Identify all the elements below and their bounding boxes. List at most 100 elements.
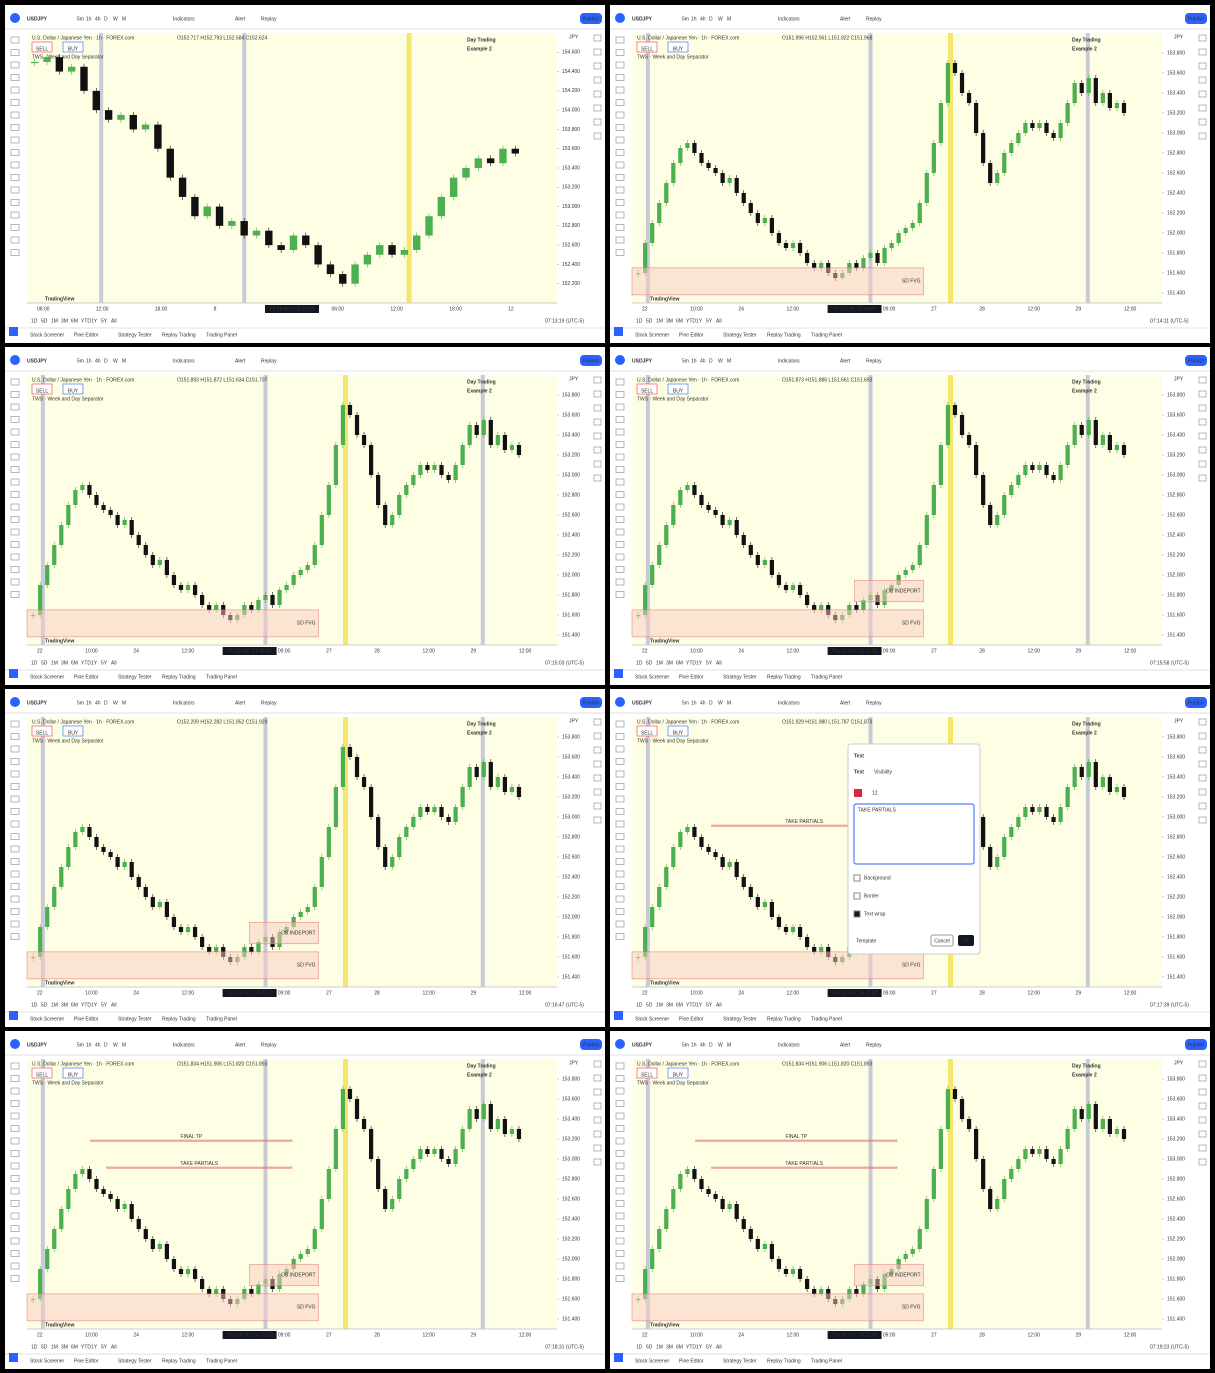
side-icon[interactable] [1198,1074,1207,1082]
tool-icon[interactable] [615,61,625,69]
side-icon[interactable] [593,404,602,412]
tool-icon[interactable] [10,1250,20,1257]
side-icon[interactable] [1198,432,1207,440]
tool-icon[interactable] [615,478,625,486]
tool-icon[interactable] [615,553,625,561]
tool-icon[interactable] [10,36,20,44]
publish-button[interactable] [1185,355,1207,366]
side-icon[interactable] [593,390,602,398]
side-icon[interactable] [593,1102,602,1110]
tool-icon[interactable] [615,895,625,903]
tool-icon[interactable] [615,249,625,256]
tool-icon[interactable] [10,391,20,398]
tool-icon[interactable] [615,820,625,828]
side-icon[interactable] [1198,474,1207,482]
tool-icon[interactable] [10,1200,20,1207]
buy-button[interactable] [667,1067,689,1079]
tool-icon[interactable] [10,49,20,56]
tool-icon[interactable] [615,403,625,411]
side-icon[interactable] [1198,132,1207,140]
side-icon[interactable] [593,446,602,454]
side-icon[interactable] [593,418,602,426]
tool-icon[interactable] [10,478,20,486]
side-icon[interactable] [593,34,602,42]
tool-icon[interactable] [615,1087,625,1095]
tool-icon[interactable] [10,1162,20,1170]
tool-icon[interactable] [10,1100,20,1107]
tool-icon[interactable] [10,161,20,169]
tool-icon[interactable] [10,1062,20,1070]
tool-icon[interactable] [615,758,625,765]
tool-icon[interactable] [615,1200,625,1207]
tool-icon[interactable] [10,1212,20,1220]
tool-icon[interactable] [615,378,625,386]
tool-icon[interactable] [615,186,625,194]
side-icon[interactable] [593,376,602,384]
tool-icon[interactable] [615,908,625,915]
tool-icon[interactable] [10,441,20,448]
tool-icon[interactable] [10,1087,20,1095]
tool-icon[interactable] [10,1225,20,1232]
tool-icon[interactable] [10,553,20,561]
side-icon[interactable] [593,104,602,112]
tool-icon[interactable] [10,720,20,728]
side-icon[interactable] [593,1074,602,1082]
tool-icon[interactable] [10,783,20,790]
tool-icon[interactable] [615,86,625,94]
tool-icon[interactable] [615,1075,625,1082]
tool-icon[interactable] [615,1150,625,1157]
tool-icon[interactable] [615,1250,625,1257]
tool-icon[interactable] [615,845,625,853]
side-icon[interactable] [1198,1102,1207,1110]
side-icon[interactable] [593,816,602,824]
tool-icon[interactable] [615,933,625,940]
side-icon[interactable] [1198,76,1207,84]
side-icon[interactable] [593,76,602,84]
tool-icon[interactable] [10,1187,20,1195]
side-icon[interactable] [1198,446,1207,454]
tool-icon[interactable] [10,858,20,865]
tool-icon[interactable] [10,1262,20,1270]
tool-icon[interactable] [615,591,625,598]
tool-icon[interactable] [10,149,20,156]
tool-icon[interactable] [615,808,625,815]
tool-icon[interactable] [10,908,20,915]
tool-icon[interactable] [615,99,625,106]
publish-button[interactable] [580,13,602,24]
publish-button[interactable] [580,355,602,366]
tool-icon[interactable] [615,1187,625,1195]
side-icon[interactable] [1198,62,1207,70]
app-icon[interactable] [614,669,623,678]
tool-icon[interactable] [10,1137,20,1145]
side-icon[interactable] [593,760,602,768]
side-icon[interactable] [593,788,602,796]
tool-icon[interactable] [10,528,20,536]
sell-button[interactable] [31,383,53,395]
tool-icon[interactable] [615,720,625,728]
app-icon[interactable] [614,327,623,336]
side-icon[interactable] [1198,816,1207,824]
side-icon[interactable] [593,62,602,70]
sell-button[interactable] [31,725,53,737]
tool-icon[interactable] [10,416,20,423]
buy-button[interactable] [62,725,84,737]
side-icon[interactable] [593,774,602,782]
tool-icon[interactable] [615,733,625,740]
tool-icon[interactable] [615,883,625,890]
buy-button[interactable] [62,383,84,395]
publish-button[interactable] [580,697,602,708]
tool-icon[interactable] [10,99,20,106]
tool-icon[interactable] [615,124,625,131]
tool-icon[interactable] [615,391,625,398]
tool-icon[interactable] [615,770,625,778]
side-icon[interactable] [1198,104,1207,112]
side-icon[interactable] [593,1144,602,1152]
color-swatch[interactable] [854,789,862,797]
tool-icon[interactable] [10,61,20,69]
tool-icon[interactable] [10,745,20,753]
side-icon[interactable] [1198,376,1207,384]
tool-icon[interactable] [10,1075,20,1082]
tool-icon[interactable] [10,770,20,778]
tool-icon[interactable] [10,236,20,244]
app-icon[interactable] [614,1353,623,1362]
